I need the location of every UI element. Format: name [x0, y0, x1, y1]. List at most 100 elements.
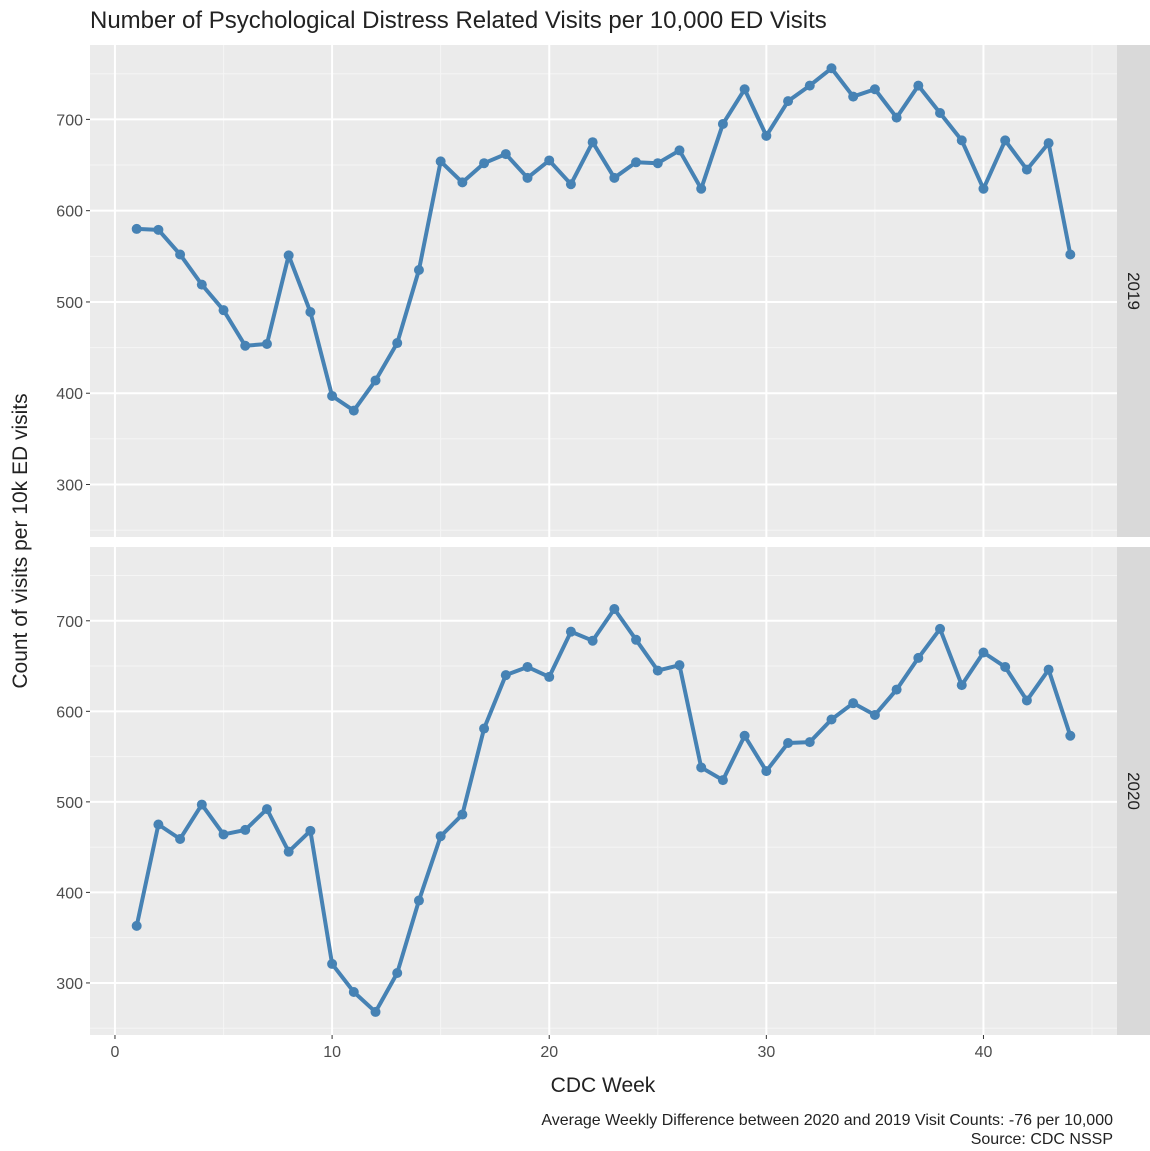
- chart-title: Number of Psychological Distress Related…: [90, 7, 827, 34]
- data-point: [131, 920, 142, 931]
- x-tick-label: 10: [323, 1044, 341, 1061]
- data-point: [479, 723, 490, 734]
- x-tick-label: 40: [975, 1044, 993, 1061]
- facet-strip: [1117, 45, 1150, 537]
- data-point: [826, 714, 837, 725]
- data-point: [783, 96, 794, 107]
- data-point: [935, 108, 946, 119]
- data-point: [1000, 135, 1011, 146]
- facet-strip: [1117, 547, 1150, 1035]
- data-point: [761, 766, 772, 777]
- data-point: [913, 80, 924, 91]
- y-tick-label: 300: [56, 478, 83, 495]
- data-point: [717, 775, 728, 786]
- data-point: [435, 831, 446, 842]
- data-point: [327, 958, 338, 969]
- data-point: [218, 829, 229, 840]
- data-point: [826, 63, 837, 74]
- data-point: [392, 338, 403, 349]
- caption: Average Weekly Difference between 2020 a…: [541, 1112, 1113, 1129]
- y-axis-label: Count of visits per 10k ED visits: [9, 393, 32, 688]
- data-point: [1043, 664, 1054, 675]
- data-point: [631, 157, 642, 168]
- data-point: [1043, 138, 1054, 149]
- data-point: [479, 158, 490, 169]
- data-point: [175, 249, 186, 260]
- y-tick-label: 400: [56, 386, 83, 403]
- data-point: [544, 155, 555, 166]
- data-point: [978, 647, 989, 658]
- data-point: [565, 626, 576, 637]
- data-point: [500, 149, 511, 160]
- data-point: [370, 375, 381, 386]
- data-point: [370, 1006, 381, 1017]
- data-point: [522, 661, 533, 672]
- data-point: [131, 223, 142, 234]
- data-point: [913, 652, 924, 663]
- y-tick-label: 500: [56, 295, 83, 312]
- data-point: [891, 684, 902, 695]
- data-point: [218, 305, 229, 316]
- y-tick-label: 600: [56, 204, 83, 221]
- data-point: [153, 224, 164, 235]
- data-point: [1021, 164, 1032, 175]
- data-point: [978, 183, 989, 194]
- data-point: [522, 172, 533, 183]
- data-point: [544, 671, 555, 682]
- data-point: [783, 738, 794, 749]
- data-point: [869, 84, 880, 95]
- data-point: [652, 158, 663, 169]
- data-point: [717, 118, 728, 129]
- data-point: [413, 265, 424, 276]
- y-tick-label: 600: [56, 704, 83, 721]
- x-tick-label: 30: [757, 1044, 775, 1061]
- data-point: [283, 846, 294, 857]
- data-point: [739, 730, 750, 741]
- data-point: [587, 137, 598, 148]
- data-point: [500, 670, 511, 681]
- data-point: [935, 623, 946, 634]
- data-point: [869, 709, 880, 720]
- x-axis-label: CDC Week: [551, 1074, 656, 1097]
- data-point: [240, 824, 251, 835]
- y-tick-label: 400: [56, 885, 83, 902]
- panel-background: [90, 45, 1117, 537]
- y-tick-label: 700: [56, 614, 83, 631]
- data-point: [392, 967, 403, 978]
- data-point: [261, 338, 272, 349]
- y-tick-label: 500: [56, 795, 83, 812]
- data-point: [305, 306, 316, 317]
- data-point: [1021, 695, 1032, 706]
- data-point: [196, 799, 207, 810]
- data-point: [1000, 661, 1011, 672]
- data-point: [240, 340, 251, 351]
- data-point: [153, 819, 164, 830]
- x-tick-label: 0: [111, 1044, 120, 1061]
- data-point: [652, 665, 663, 676]
- data-point: [348, 405, 359, 416]
- data-point: [457, 809, 468, 820]
- data-point: [348, 986, 359, 997]
- data-point: [804, 80, 815, 91]
- data-point: [327, 390, 338, 401]
- data-point: [696, 183, 707, 194]
- data-point: [696, 762, 707, 773]
- data-point: [956, 680, 967, 691]
- data-line: [134, 607, 1073, 1014]
- data-line: [136, 66, 1073, 413]
- data-point: [739, 84, 750, 95]
- data-point: [804, 737, 815, 748]
- data-point: [196, 279, 207, 290]
- data-point: [674, 145, 685, 156]
- data-point: [956, 135, 967, 146]
- data-point: [261, 804, 272, 815]
- data-point: [457, 177, 468, 188]
- data-point: [283, 250, 294, 261]
- data-point: [891, 112, 902, 123]
- data-point: [1065, 730, 1076, 741]
- data-point: [674, 660, 685, 671]
- data-point: [565, 179, 576, 190]
- data-point: [609, 172, 620, 183]
- data-point: [761, 130, 772, 141]
